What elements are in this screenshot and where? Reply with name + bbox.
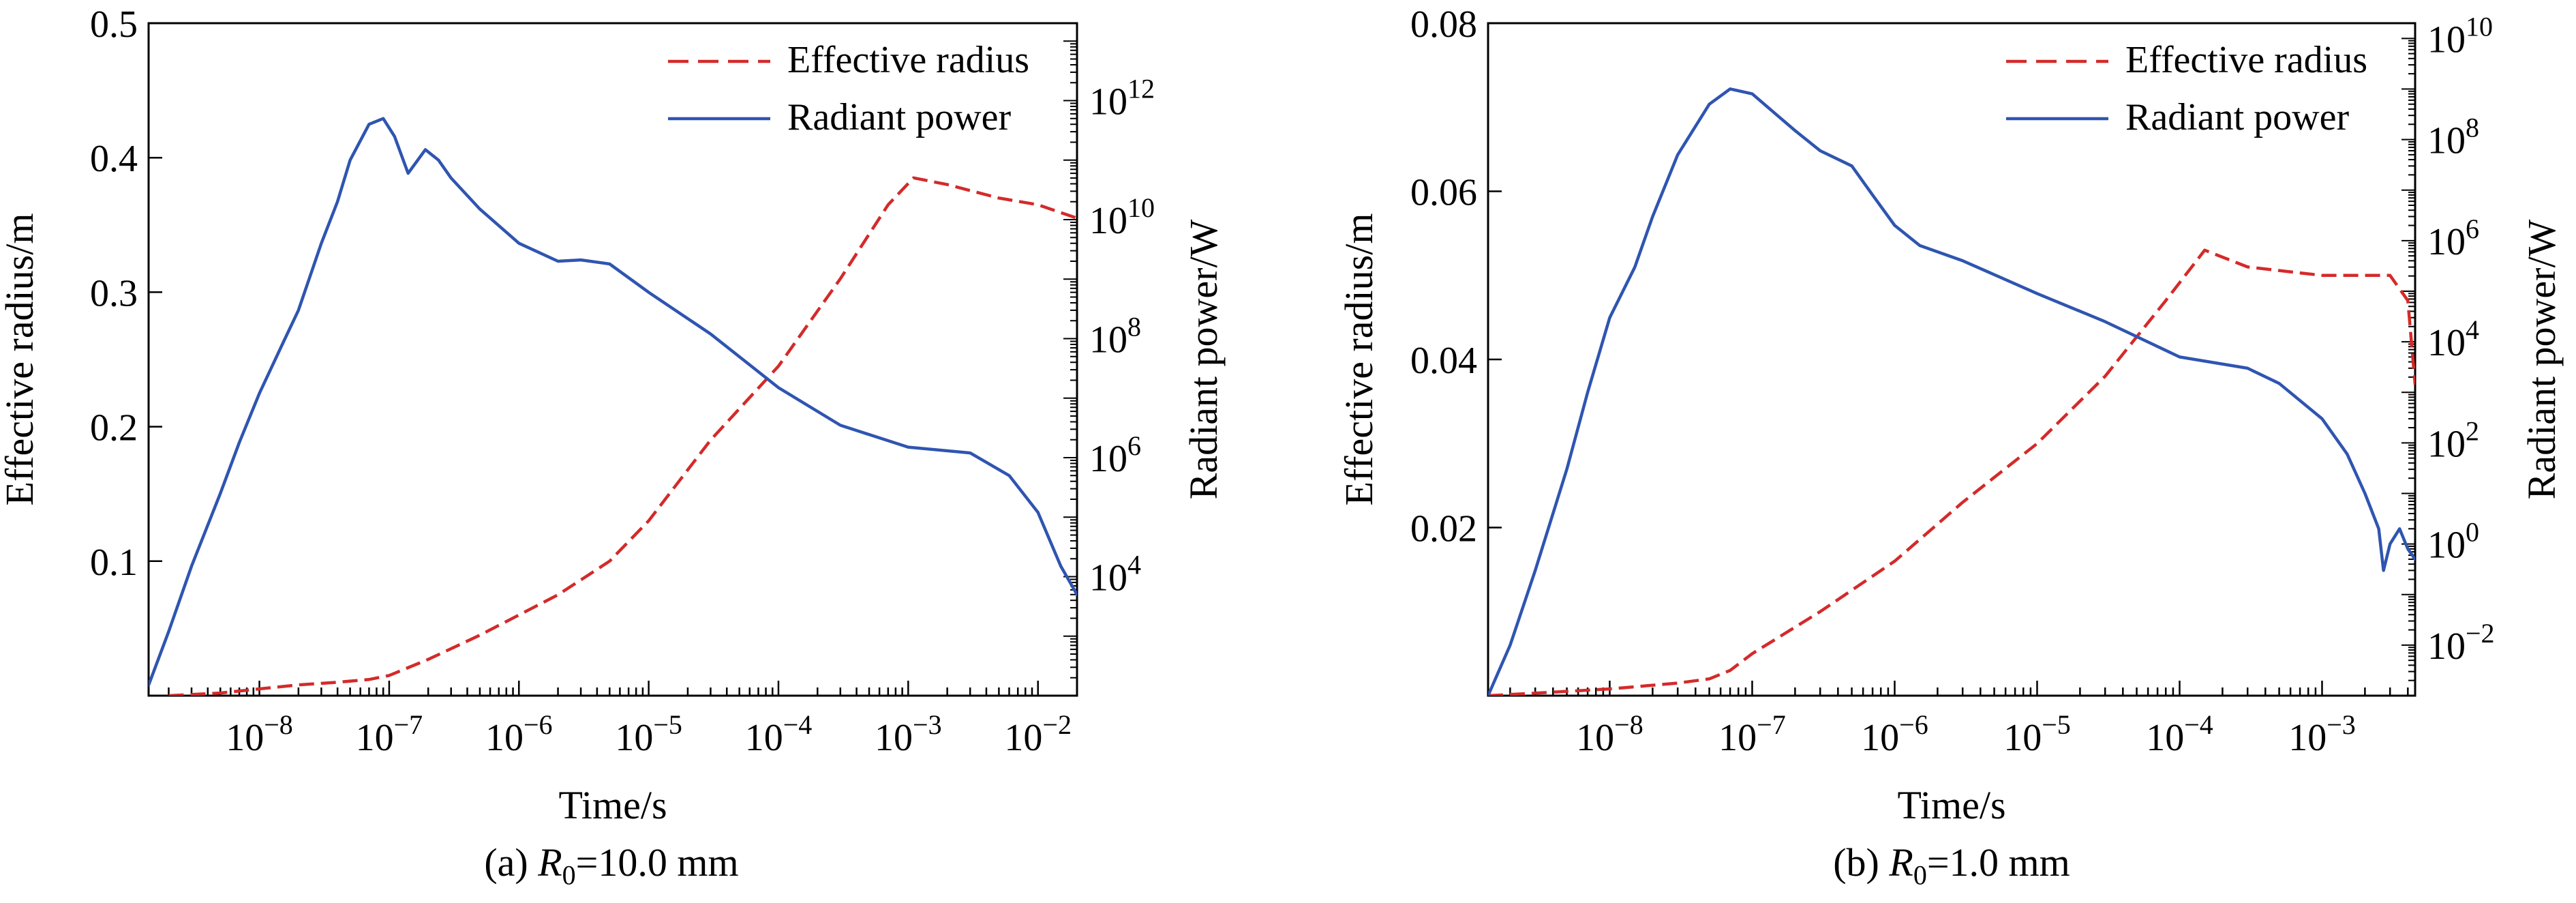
y-left-tick-label-a: 0.3 (90, 272, 138, 314)
y-right-tick-label-a: 104 (1089, 550, 1141, 599)
y-right-tick-label-a: 1010 (1089, 192, 1155, 242)
y-right-tick-label-a: 106 (1089, 430, 1141, 480)
y-right-tick-label-b: 102 (2427, 415, 2479, 465)
chart-b: 10−8 10−7 10−6 10−5 10−4 10−3 0.02 0.04 0.06 0.08… (1337, 3, 2564, 827)
x-tick-label-b: 10−6 (1861, 709, 1928, 759)
legend-label-b: Radiant power (2125, 96, 2349, 138)
series-line-a-effective-radius (168, 176, 1077, 696)
y-right-axis-label-b: Radiant power/W (2519, 219, 2564, 499)
series-line-b-effective-radius (1488, 248, 2415, 696)
legend-label-a: Effective radius (787, 39, 1029, 81)
caption-b-prefix: (b) (1833, 840, 1890, 885)
legend-label-b: Effective radius (2125, 39, 2367, 81)
x-tick-label-b: 10−3 (2288, 709, 2356, 759)
series-line-b-radiant-power (1488, 87, 2415, 696)
x-axis-label-b: Time/s (1897, 783, 2005, 827)
series-line-a-radiant-power (149, 117, 1077, 687)
x-tick-label-b: 10−4 (2146, 709, 2213, 759)
y-left-axis-label-a: Effective radius/m (0, 213, 42, 506)
caption-a-sub: 0 (562, 859, 576, 891)
y-left-tick-label-b: 0.06 (1410, 172, 1477, 214)
caption-a-prefix: (a) (484, 840, 539, 885)
caption-a-var: R (538, 840, 562, 885)
x-tick-label-b: 10−7 (1718, 709, 1786, 759)
y-left-axis-label-b: Effective radius/m (1337, 213, 1381, 506)
x-tick-label-b: 10−5 (2003, 709, 2071, 759)
caption-b-suffix: =1.0 mm (1926, 840, 2070, 885)
x-tick-label-b: 10−8 (1576, 709, 1643, 759)
x-tick-label-a: 10−8 (226, 709, 293, 759)
y-right-tick-label-b: 10−2 (2427, 618, 2495, 668)
y-right-axis-label-a: Radiant power/W (1181, 219, 1226, 499)
y-right-tick-label-b: 108 (2427, 113, 2479, 162)
y-left-tick-label-b: 0.02 (1410, 508, 1477, 550)
x-tick-label-a: 10−2 (1004, 709, 1072, 759)
y-right-tick-label-b: 104 (2427, 314, 2479, 364)
x-axis-label-a: Time/s (558, 783, 667, 827)
x-tick-label-a: 10−5 (615, 709, 682, 759)
x-tick-label-a: 10−7 (356, 709, 423, 759)
caption-b-sub: 0 (1913, 859, 1927, 891)
chart-a: 10−8 10−7 10−6 10−5 10−4 10−3 10−2 0.1 0.2 0.3 0.4… (0, 3, 1226, 827)
y-right-tick-label-a: 1012 (1089, 74, 1155, 123)
caption-b: (b) R0=1.0 mm (1474, 835, 2429, 891)
y-left-tick-label-a: 0.2 (90, 407, 138, 449)
y-right-tick-label-b: 100 (2427, 517, 2479, 567)
y-left-tick-label-b: 0.04 (1410, 340, 1477, 382)
x-tick-label-a: 10−3 (875, 709, 942, 759)
legend-label-a: Radiant power (787, 96, 1011, 138)
y-left-tick-label-a: 0.4 (90, 138, 138, 180)
x-tick-label-a: 10−6 (485, 709, 553, 759)
caption-b-var: R (1889, 840, 1913, 885)
y-left-tick-label-a: 0.1 (90, 542, 138, 584)
y-right-tick-label-b: 1010 (2427, 11, 2493, 61)
y-left-tick-label-b: 0.08 (1410, 3, 1477, 46)
x-tick-label-a: 10−4 (745, 709, 813, 759)
caption-a: (a) R0=10.0 mm (134, 835, 1089, 891)
y-right-tick-label-a: 108 (1089, 312, 1141, 361)
caption-a-suffix: =10.0 mm (575, 840, 739, 885)
plot-frame-a (147, 22, 1078, 697)
y-left-tick-label-a: 0.5 (90, 3, 138, 46)
y-right-tick-label-b: 106 (2427, 213, 2479, 263)
